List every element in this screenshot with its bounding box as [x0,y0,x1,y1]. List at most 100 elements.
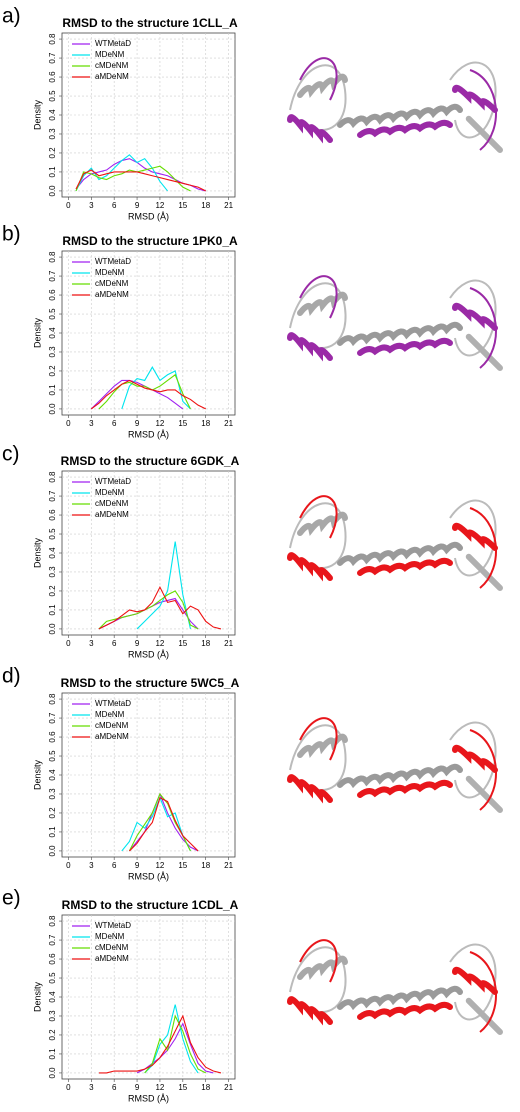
density-line [136,1022,214,1074]
density-line [75,169,206,192]
density-line [144,1014,206,1074]
x-tick-label: 18 [201,861,210,870]
x-tick-label: 21 [224,1083,233,1092]
legend-label: MDeNM [95,488,125,497]
x-tick-label: 6 [112,201,117,210]
x-tick-label: 21 [224,201,233,210]
y-tick-label: 0.4 [48,547,57,559]
y-axis-label: Density [32,99,42,130]
legend-label: WTMetaD [95,257,131,266]
loop [299,939,338,983]
density-line [90,379,206,410]
helix [287,114,333,144]
legend-label: WTMetaD [95,39,131,48]
y-tick-label: 0.0 [48,623,57,635]
y-axis-label: Density [32,981,42,1012]
x-tick-label: 0 [66,419,71,428]
density-line [98,1014,222,1074]
x-tick-label: 6 [112,1083,117,1092]
x-tick-label: 9 [135,1083,140,1092]
density-line [136,541,191,630]
y-tick-label: 0.4 [48,327,57,339]
helix [465,115,503,153]
x-tick-label: 12 [155,1083,164,1092]
x-tick-label: 21 [224,639,233,648]
x-tick-label: 18 [201,639,210,648]
helix [452,966,498,995]
y-tick-label: 0.6 [48,71,57,83]
y-tick-label: 0.3 [48,566,57,578]
legend-label: cMDeNM [95,499,129,508]
legend-label: MDeNM [95,932,125,941]
density-line [144,1004,199,1074]
density-line [98,590,199,630]
protein-structure [287,939,503,1035]
legend-label: aMDeNM [95,72,129,81]
y-axis-label: Density [32,537,42,568]
x-tick-label: 9 [135,639,140,648]
panel-label: e) [2,887,21,910]
x-tick-label: 15 [178,861,187,870]
y-tick-label: 0.0 [48,403,57,415]
density-line [98,585,222,630]
y-tick-label: 0.7 [48,490,57,502]
y-tick-label: 0.5 [48,750,57,762]
x-axis-label: RMSD (Å) [128,429,169,439]
helix [452,522,498,551]
chart-title: RMSD to the structure 5WC5_A [61,676,240,690]
x-tick-label: 3 [89,419,94,428]
x-tick-label: 3 [89,639,94,648]
y-tick-label: 0.1 [48,604,57,616]
x-axis-label: RMSD (Å) [128,649,169,659]
x-tick-label: 0 [66,1083,71,1092]
density-line [129,796,199,852]
y-tick-label: 0.4 [48,109,57,121]
y-tick-label: 0.5 [48,90,57,102]
x-tick-label: 9 [135,419,140,428]
legend-label: WTMetaD [95,699,131,708]
helix [287,774,333,804]
protein-structure [287,275,503,371]
y-tick-label: 0.2 [48,147,57,159]
x-tick-label: 6 [112,639,117,648]
helix [465,775,503,813]
y-tick-label: 0.2 [48,807,57,819]
x-tick-label: 15 [178,1083,187,1092]
y-tick-label: 0.2 [48,585,57,597]
legend-label: aMDeNM [95,510,129,519]
y-tick-label: 0.3 [48,788,57,800]
panel-label: b) [2,223,21,246]
helix [357,1001,453,1020]
panel-label: c) [2,443,20,466]
x-axis-label: RMSD (Å) [128,211,169,221]
legend-label: cMDeNM [95,721,129,730]
chart-title: RMSD to the structure 1CDL_A [62,898,239,912]
y-tick-label: 0.8 [48,33,57,45]
y-tick-label: 0.6 [48,509,57,521]
helix [287,552,333,582]
y-tick-label: 0.4 [48,991,57,1003]
loop [469,951,497,1033]
y-tick-label: 0.4 [48,769,57,781]
legend-label: cMDeNM [95,943,129,952]
protein-structure [287,57,503,153]
y-tick-label: 0.1 [48,384,57,396]
x-tick-label: 12 [155,639,164,648]
y-tick-label: 0.8 [48,693,57,705]
helix [452,84,498,113]
panel-label: a) [2,5,21,28]
x-tick-label: 12 [155,201,164,210]
helix [465,553,503,591]
x-tick-label: 12 [155,419,164,428]
y-tick-label: 0.0 [48,845,57,857]
helix [297,955,348,981]
x-axis-label: RMSD (Å) [128,871,169,881]
density-line [75,165,191,192]
density-line [129,792,199,852]
x-tick-label: 6 [112,419,117,428]
helix [465,333,503,371]
y-tick-label: 0.3 [48,1010,57,1022]
y-tick-label: 0.1 [48,1048,57,1060]
y-tick-label: 0.8 [48,251,57,263]
